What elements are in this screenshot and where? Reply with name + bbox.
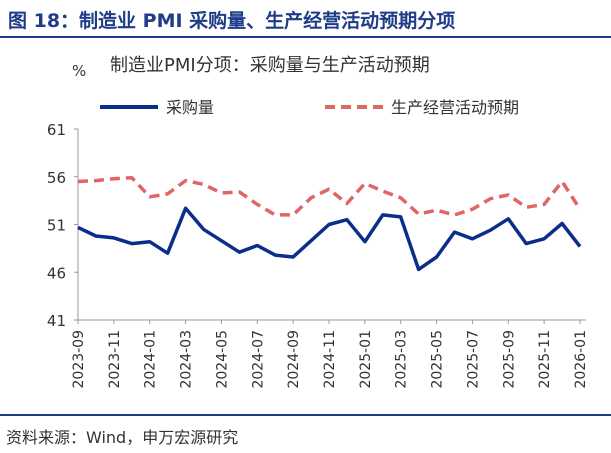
legend-label-expectation: 生产经营活动预期 [391, 98, 519, 117]
x-tick-label: 2024-07 [250, 330, 266, 389]
y-tick-label: 46 [47, 264, 66, 282]
plot-area [77, 175, 582, 272]
x-tick-label: 2025-05 [430, 330, 446, 389]
x-tick-label: 2025-03 [394, 330, 410, 389]
figure-title: 图 18：制造业 PMI 采购量、生产经营活动预期分项 [8, 10, 456, 32]
axes: 41 46 51 56 61 2023-09 2023-11 2024-01 2024-03 20… [47, 121, 589, 389]
chart-title: 制造业PMI分项：采购量与生产活动预期 [110, 55, 430, 76]
x-tick-label: 2025-07 [465, 330, 481, 389]
x-tick-label: 2023-11 [107, 330, 123, 389]
x-tick-label: 2023-09 [71, 330, 87, 389]
y-axis-unit: % [72, 62, 86, 80]
x-tick-label: 2024-05 [214, 330, 230, 389]
x-tick-label: 2025-01 [358, 330, 374, 389]
legend: 采购量 生产经营活动预期 [100, 98, 519, 117]
y-tick-label: 56 [47, 169, 66, 187]
series-line-expectation [77, 175, 582, 217]
legend-label-purchase: 采购量 [166, 98, 214, 117]
x-tick-label: 2026-01 [573, 330, 589, 389]
series-line-purchase [77, 206, 582, 272]
x-tick-label: 2024-01 [143, 330, 159, 389]
header-rule [0, 36, 611, 38]
y-tick-label: 61 [47, 121, 66, 139]
x-tick-label: 2024-11 [322, 330, 338, 389]
figure-source: 资料来源：Wind，申万宏源研究 [6, 428, 239, 447]
x-tick-label: 2024-03 [179, 330, 195, 389]
x-tick-label: 2025-11 [537, 330, 553, 389]
x-tick-label: 2025-09 [501, 330, 517, 389]
footer-rule [0, 414, 611, 416]
figure-header: 图 18：制造业 PMI 采购量、生产经营活动预期分项 [0, 0, 611, 38]
x-tick-label: 2024-09 [286, 330, 302, 389]
y-tick-label: 51 [47, 217, 66, 235]
y-tick-label: 41 [47, 312, 66, 330]
line-chart: 制造业PMI分项：采购量与生产活动预期 % 采购量 生产经营活动预期 41 46 51… [47, 55, 589, 389]
